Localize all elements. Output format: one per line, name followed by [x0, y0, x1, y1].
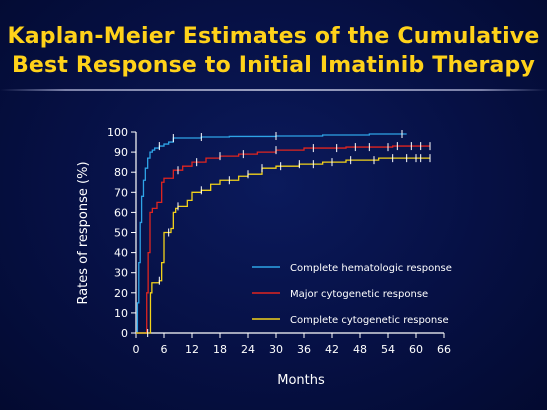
x-tick-label: 48: [353, 343, 367, 356]
slide-title-line-2: Best Response to Initial Imatinib Therap…: [11, 53, 536, 78]
slide-title-line-1: Kaplan-Meier Estimates of the Cumulative: [7, 24, 540, 49]
x-tick-label: 60: [409, 343, 423, 356]
y-tick-label: 100: [107, 126, 128, 139]
y-tick-label: 10: [114, 307, 128, 320]
x-tick-label: 42: [325, 343, 339, 356]
y-tick-label: 0: [121, 327, 128, 340]
y-tick-label: 40: [114, 247, 128, 260]
x-tick-label: 24: [241, 343, 255, 356]
y-tick-label: 60: [114, 206, 128, 219]
x-tick-label: 18: [213, 343, 227, 356]
series-line-2: [136, 145, 430, 334]
x-tick-label: 12: [185, 343, 199, 356]
x-tick-label: 30: [269, 343, 283, 356]
y-tick-label: 70: [114, 186, 128, 199]
y-tick-label: 90: [114, 146, 128, 159]
chart-axes: 0 10 20 30 40 50 60 70 80 90 100 0 6 12 18 24 30 36 42 48 54…: [107, 126, 451, 356]
y-tick-label: 30: [114, 267, 128, 280]
x-tick-label: 36: [297, 343, 311, 356]
y-tick-label: 50: [114, 227, 128, 240]
legend-label-3: Complete cytogenetic response: [290, 315, 449, 326]
x-axis-label: Months: [277, 373, 325, 388]
x-tick-label: 54: [381, 343, 395, 356]
x-tick-label: 0: [133, 343, 140, 356]
chart-series-layer: [136, 130, 431, 337]
series-line-1: [136, 133, 407, 334]
y-axis-label: Rates of response (%): [76, 161, 91, 304]
legend-label-2: Major cytogenetic response: [290, 289, 428, 300]
series-line-3: [136, 157, 430, 334]
slide-title: Kaplan-Meier Estimates of the Cumulative…: [0, 22, 547, 80]
y-tick-label: 20: [114, 287, 128, 300]
x-tick-label: 6: [161, 343, 168, 356]
x-tick-label: 66: [437, 343, 451, 356]
chart-legend: Complete hematologic response Major cytog…: [252, 263, 452, 326]
y-tick-label: 80: [114, 166, 128, 179]
title-divider: [0, 89, 547, 91]
legend-label-1: Complete hematologic response: [290, 263, 452, 274]
